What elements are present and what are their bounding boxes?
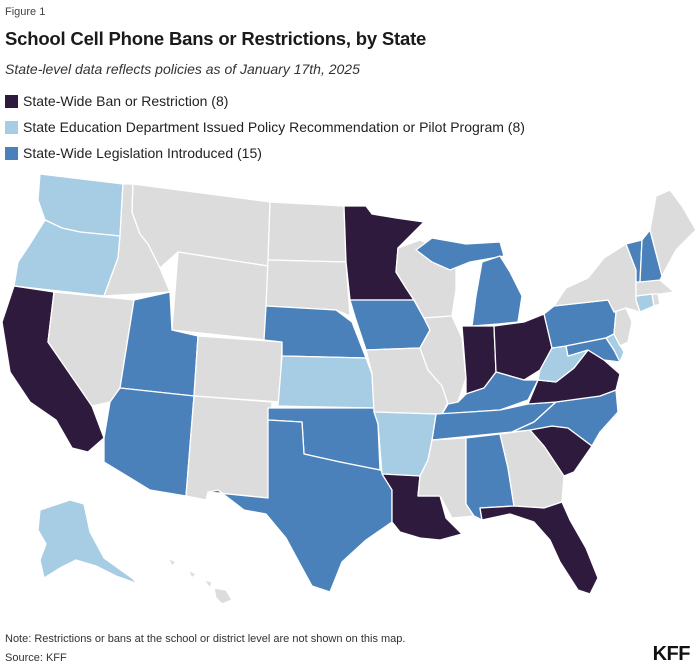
state-delaware[interactable] [605, 333, 625, 363]
legend-label-ban: State-Wide Ban or Restriction (8) [23, 93, 229, 109]
state-michigan-upper[interactable] [415, 237, 505, 271]
legend-swatch-ban [5, 94, 18, 108]
state-south-dakota[interactable] [265, 259, 351, 317]
state-texas[interactable] [207, 419, 393, 593]
state-vermont[interactable] [625, 239, 643, 283]
state-michigan[interactable] [471, 255, 523, 327]
state-north-dakota[interactable] [267, 201, 347, 263]
legend-item-recommendation: State Education Department Issued Policy… [5, 114, 525, 140]
figure-label: Figure 1 [5, 6, 46, 18]
state-maine[interactable] [649, 189, 697, 277]
state-florida[interactable] [479, 501, 599, 595]
legend-item-ban: State-Wide Ban or Restriction (8) [5, 88, 525, 114]
legend-label-recommendation: State Education Department Issued Policy… [23, 119, 525, 135]
legend-swatch-recommendation [5, 120, 18, 134]
state-new-jersey[interactable] [613, 307, 633, 347]
legend-swatch-legislation [5, 146, 18, 160]
kff-logo: KFF [652, 643, 691, 665]
state-hawaii[interactable] [167, 557, 233, 605]
legend-label-legislation: State-Wide Legislation Introduced (15) [23, 145, 262, 161]
state-kansas[interactable] [277, 355, 375, 409]
state-rhode-island[interactable] [651, 293, 661, 307]
state-new-york[interactable] [553, 243, 641, 313]
state-new-mexico[interactable] [185, 395, 273, 501]
chart-subtitle: State-level data reflects policies as of… [5, 61, 360, 77]
chart-title: School Cell Phone Bans or Restrictions, … [5, 28, 427, 49]
legend: State-Wide Ban or Restriction (8) State … [5, 88, 525, 166]
state-colorado[interactable] [193, 335, 283, 403]
state-new-hampshire[interactable] [639, 229, 663, 283]
state-north-carolina[interactable] [511, 389, 619, 447]
us-state-map [1, 173, 697, 605]
state-alaska[interactable] [37, 499, 139, 585]
state-arizona[interactable] [103, 387, 195, 497]
legend-item-legislation: State-Wide Legislation Introduced (15) [5, 140, 525, 166]
state-wyoming[interactable] [171, 251, 269, 341]
footnote: Note: Restrictions or bans at the school… [5, 633, 406, 645]
state-connecticut[interactable] [635, 293, 655, 313]
source-note: Source: KFF [5, 652, 67, 664]
